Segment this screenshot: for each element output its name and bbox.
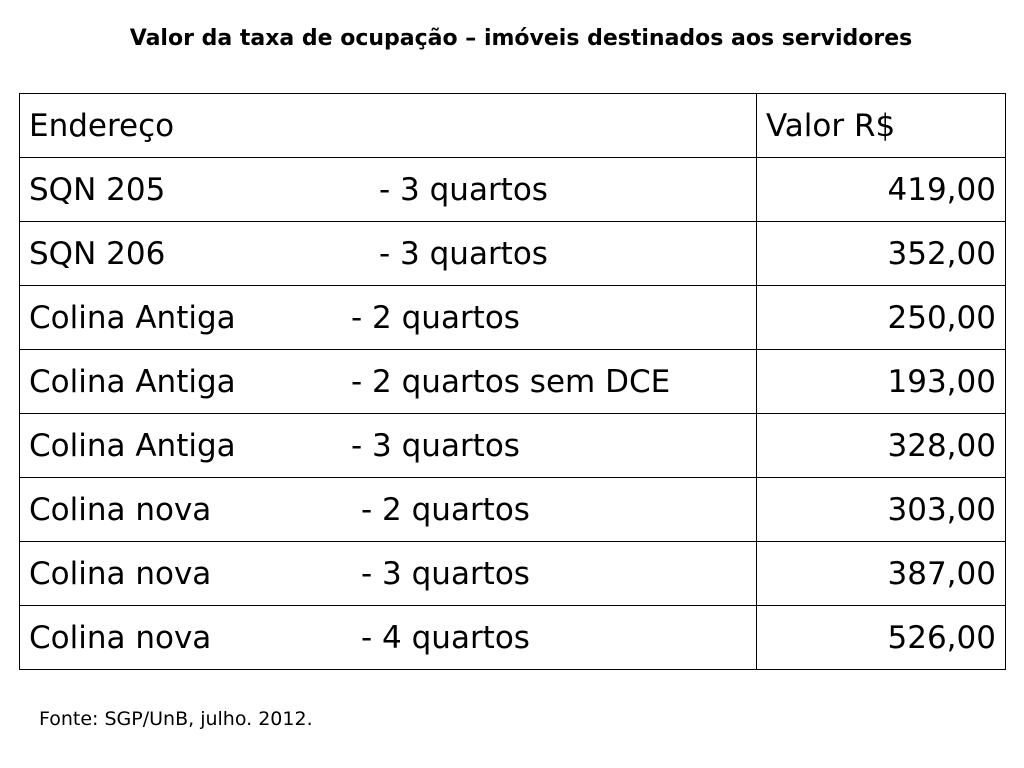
address-type: - 4 quartos <box>361 619 530 656</box>
address-place: Colina nova <box>29 555 212 592</box>
address-type: - 3 quartos <box>379 171 548 208</box>
address-cell: Colina Antiga - 3 quartos <box>19 413 757 478</box>
table-row: Colina nova - 4 quartos 526,00 <box>19 605 1006 670</box>
address-type: - 2 quartos <box>361 491 530 528</box>
address-cell: Colina Antiga - 2 quartos sem DCE <box>19 349 757 414</box>
address-cell: SQN 205 - 3 quartos <box>19 157 757 222</box>
address-type: - 3 quartos <box>379 235 548 272</box>
address-type: - 2 quartos <box>351 299 520 336</box>
address-type: - 3 quartos <box>351 427 520 464</box>
value-cell: 250,00 <box>756 285 1006 350</box>
address-place: Colina Antiga <box>29 363 236 400</box>
address-type: - 3 quartos <box>361 555 530 592</box>
table-row: Colina Antiga - 2 quartos sem DCE 193,00 <box>19 349 1006 414</box>
table-header-row: Endereço Valor R$ <box>19 93 1006 158</box>
address-place: Colina nova <box>29 619 212 656</box>
address-type: - 2 quartos sem DCE <box>351 363 671 400</box>
address-cell: Colina nova - 4 quartos <box>19 605 757 670</box>
address-cell: SQN 206 - 3 quartos <box>19 221 757 286</box>
table-row: SQN 206 - 3 quartos 352,00 <box>19 221 1006 286</box>
table-row: Colina Antiga - 3 quartos 328,00 <box>19 413 1006 478</box>
value-cell: 387,00 <box>756 541 1006 606</box>
address-place: SQN 206 <box>29 235 166 272</box>
value-cell: 328,00 <box>756 413 1006 478</box>
address-cell: Colina nova - 2 quartos <box>19 477 757 542</box>
value-cell: 303,00 <box>756 477 1006 542</box>
table-row: SQN 205 - 3 quartos 419,00 <box>19 157 1006 222</box>
header-value: Valor R$ <box>756 93 1006 158</box>
address-cell: Colina nova - 3 quartos <box>19 541 757 606</box>
value-cell: 526,00 <box>756 605 1006 670</box>
address-place: Colina Antiga <box>29 299 236 336</box>
occupancy-fee-table: Endereço Valor R$ SQN 205 - 3 quartos 419… <box>19 93 1006 670</box>
header-address: Endereço <box>19 93 757 158</box>
address-place: SQN 205 <box>29 171 166 208</box>
address-place: Colina nova <box>29 491 212 528</box>
table-row: Colina nova - 2 quartos 303,00 <box>19 477 1006 542</box>
table-row: Colina nova - 3 quartos 387,00 <box>19 541 1006 606</box>
value-cell: 419,00 <box>756 157 1006 222</box>
address-cell: Colina Antiga - 2 quartos <box>19 285 757 350</box>
address-place: Colina Antiga <box>29 427 236 464</box>
table-row: Colina Antiga - 2 quartos 250,00 <box>19 285 1006 350</box>
value-cell: 193,00 <box>756 349 1006 414</box>
source-note: Fonte: SGP/UnB, julho. 2012. <box>39 708 313 730</box>
value-cell: 352,00 <box>756 221 1006 286</box>
slide-title: Valor da taxa de ocupação – imóveis dest… <box>129 26 913 51</box>
